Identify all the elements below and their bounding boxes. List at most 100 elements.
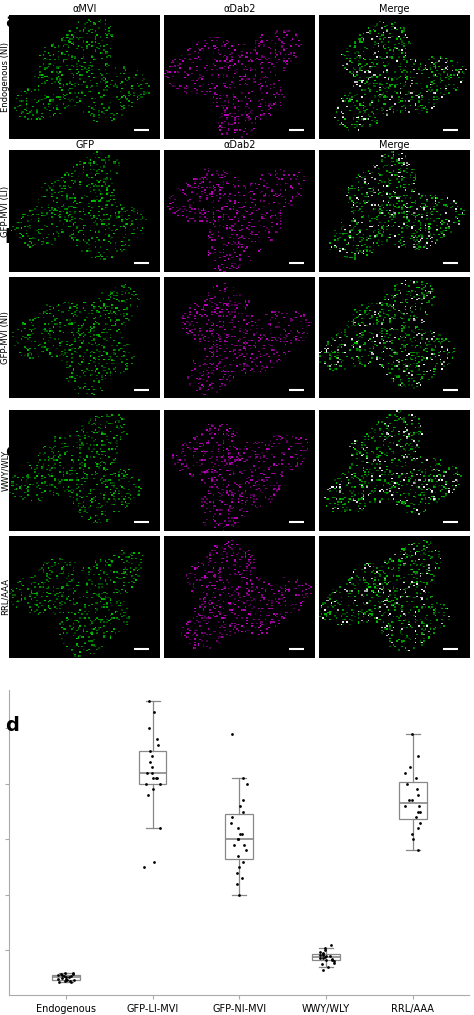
Point (238, 825, 246, 841)
Point (414, 804, 422, 820)
Point (239, 793, 246, 809)
Point (413, 782, 420, 798)
Point (324, 959, 331, 975)
Point (412, 809, 419, 825)
Point (58, 966, 66, 983)
Point (244, 775, 251, 792)
Point (154, 732, 161, 748)
Point (416, 798, 423, 814)
Point (316, 950, 324, 966)
Point (153, 770, 161, 787)
Title: Merge: Merge (379, 4, 410, 14)
Point (239, 854, 247, 870)
Point (321, 940, 329, 956)
Point (408, 726, 415, 742)
Point (66, 972, 73, 989)
Point (316, 947, 324, 963)
Point (144, 787, 152, 803)
Text: c: c (5, 442, 17, 461)
Point (148, 764, 156, 781)
PathPatch shape (399, 783, 427, 818)
Point (57, 965, 64, 982)
Point (319, 949, 327, 965)
Point (236, 798, 244, 814)
Point (55, 974, 62, 991)
Point (149, 770, 157, 787)
Point (409, 793, 416, 809)
Point (414, 787, 422, 803)
Point (60, 967, 68, 984)
Point (234, 848, 242, 864)
Point (227, 815, 235, 831)
Y-axis label: GFP-MVI (NI): GFP-MVI (NI) (1, 312, 10, 364)
Point (409, 825, 416, 841)
Point (327, 948, 334, 964)
Point (319, 946, 327, 962)
Point (319, 945, 327, 961)
Y-axis label: RRL/AAA: RRL/AAA (1, 579, 10, 615)
Point (319, 961, 327, 977)
Point (156, 820, 164, 836)
Point (145, 692, 153, 708)
Point (412, 770, 419, 787)
Point (414, 820, 421, 836)
Point (417, 804, 424, 820)
Point (330, 954, 338, 970)
Point (143, 775, 150, 792)
Point (70, 964, 77, 980)
Point (152, 770, 159, 787)
Point (234, 831, 242, 848)
PathPatch shape (52, 975, 80, 980)
Y-axis label: GFP-MVI (LI): GFP-MVI (LI) (1, 186, 10, 236)
Point (151, 854, 158, 870)
Point (407, 759, 414, 775)
Point (55, 967, 62, 984)
Point (230, 836, 237, 853)
Point (61, 965, 69, 982)
Point (322, 952, 329, 968)
Point (235, 859, 243, 875)
PathPatch shape (312, 954, 340, 960)
Point (228, 726, 236, 742)
Point (401, 764, 409, 781)
Point (150, 782, 157, 798)
Point (67, 973, 74, 990)
Point (240, 836, 247, 853)
Point (328, 950, 336, 966)
Point (405, 793, 413, 809)
Point (70, 972, 78, 989)
Point (146, 721, 153, 737)
Point (416, 815, 423, 831)
Point (414, 748, 422, 764)
Point (150, 703, 158, 720)
Point (239, 770, 246, 787)
Point (410, 831, 417, 848)
Text: b: b (5, 228, 18, 248)
Title: Merge: Merge (379, 140, 410, 149)
Point (239, 804, 247, 820)
Title: αDab2: αDab2 (223, 140, 255, 149)
Point (328, 952, 336, 968)
Point (235, 887, 242, 903)
Point (156, 775, 164, 792)
Point (146, 753, 154, 769)
Point (317, 944, 324, 960)
Text: a: a (5, 12, 18, 31)
Point (149, 759, 156, 775)
Point (65, 969, 73, 986)
Point (62, 969, 70, 986)
Point (228, 809, 236, 825)
Point (67, 968, 75, 985)
Point (234, 831, 242, 848)
Point (233, 876, 241, 892)
Point (148, 748, 156, 764)
Point (58, 970, 65, 987)
Title: αMVI: αMVI (73, 4, 97, 14)
Point (327, 937, 335, 953)
Point (401, 798, 409, 814)
Point (322, 949, 329, 965)
Point (236, 825, 244, 841)
Point (155, 737, 162, 753)
Point (234, 820, 242, 836)
Point (321, 942, 328, 958)
